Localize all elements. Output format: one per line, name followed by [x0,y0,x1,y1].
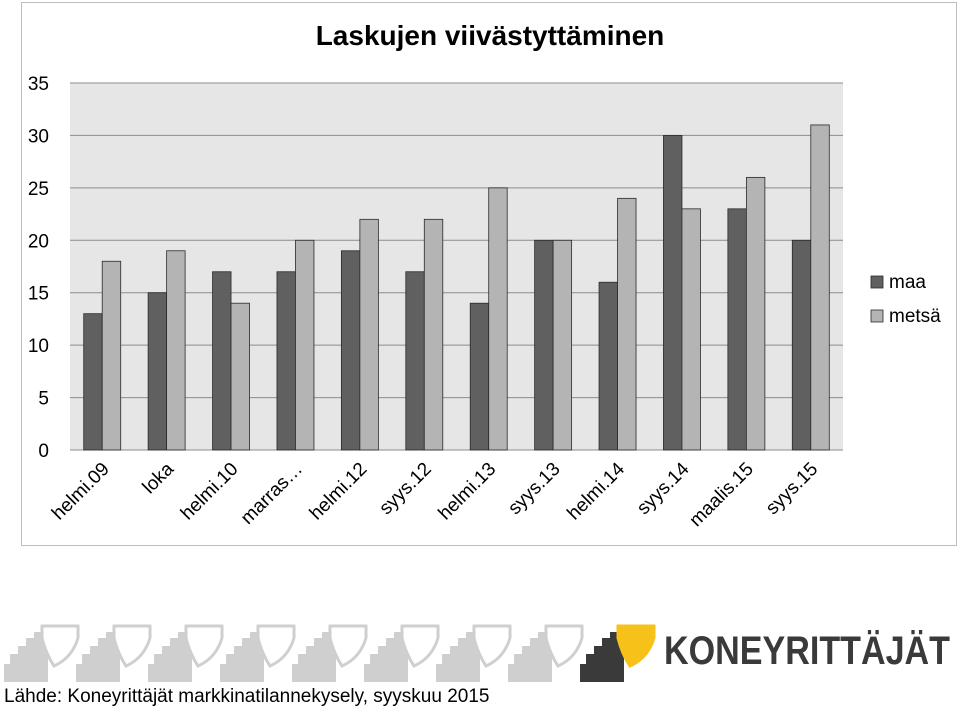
x-category-label: syys.12 [375,459,435,519]
bar-maa [340,250,361,451]
bar-chart: Laskujen viivästyttäminen 0 5 10 15 20 25 30 35… [28,20,941,531]
shield-pattern-icon [328,624,368,668]
bar-maa [663,135,683,451]
shield-pattern-icon [256,624,296,668]
plot-area [70,83,843,450]
gear-pattern-icon [436,632,480,682]
bar-maa [212,271,232,451]
source-note: Lähde: Koneyrittäjät markkinatilannekyse… [4,686,490,707]
legend-swatch-metsä [870,309,884,323]
chart-title: Laskujen viivästyttäminen [316,20,665,51]
gear-pattern-icon [364,632,408,682]
y-tick-label: 30 [28,126,49,147]
x-category-label: helmi.10 [177,459,243,525]
bar-maa [727,208,747,451]
bar-maa [469,302,490,451]
legend-label: metsä [889,306,941,327]
x-category-label: helmi.14 [563,458,629,524]
bar-metsä [101,260,122,451]
shield-pattern-icon [400,624,440,668]
bar-maa [791,239,812,451]
x-category-label: helmi.12 [306,459,372,525]
gear-pattern-icon [220,632,264,682]
bar-metsä [230,302,250,451]
x-category-label: syys.14 [633,458,694,519]
y-tick-label: 15 [28,284,49,305]
bar-metsä [423,218,444,451]
gear-brand-icon [580,632,624,682]
logo-pattern [4,624,584,682]
x-category-label: helmi.09 [48,459,114,525]
x-category-label: loka [139,458,179,498]
shield-pattern-icon [184,624,224,668]
bar-maa [534,239,554,451]
y-tick-label: 25 [28,179,49,200]
bar-metsä [681,208,701,451]
y-tick-label: 0 [38,441,49,462]
gear-pattern-icon [4,632,48,682]
x-category-label: helmi.13 [435,459,501,525]
x-category-label: syys.13 [504,459,564,519]
bar-metsä [359,218,379,451]
legend-label: maa [889,272,926,293]
bar-maa [147,292,168,451]
bar-metsä [617,197,637,451]
chart-frame: Laskujen viivästyttäminen 0 5 10 15 20 25 30 35… [21,2,957,546]
gear-pattern-icon [76,632,120,682]
gear-pattern-icon [508,632,552,682]
bar-metsä [552,239,573,451]
gear-pattern-icon [292,632,336,682]
y-tick-label: 35 [28,74,49,95]
y-tick-label: 10 [28,336,49,357]
x-category-label: maalis.15 [686,459,758,531]
bar-metsä [810,124,830,451]
bar-metsä [488,187,508,451]
bar-metsä [166,250,186,451]
bar-maa [405,271,425,451]
y-tick-label: 5 [38,389,49,410]
brand-wordmark: KONEYRITTÄJÄT [664,629,950,673]
shield-pattern-icon [40,624,80,668]
shield-pattern-icon [112,624,152,668]
gear-pattern-icon [148,632,192,682]
shield-pattern-icon [544,624,584,668]
bar-metsä [295,239,315,451]
koneyrittajat-logo-strip: KONEYRITTÄJÄT [4,624,950,682]
bar-metsä [745,176,766,451]
bar-maa [276,271,296,451]
shield-brand-icon [616,624,656,668]
y-tick-label: 20 [28,231,49,252]
koneyrittajat-logo-icon [580,624,656,682]
legend-swatch-maa [870,275,884,289]
bar-maa [83,313,103,451]
x-category-label: marras… [237,459,307,529]
bar-maa [598,281,618,451]
x-category-label: syys.15 [762,459,822,519]
shield-pattern-icon [472,624,512,668]
